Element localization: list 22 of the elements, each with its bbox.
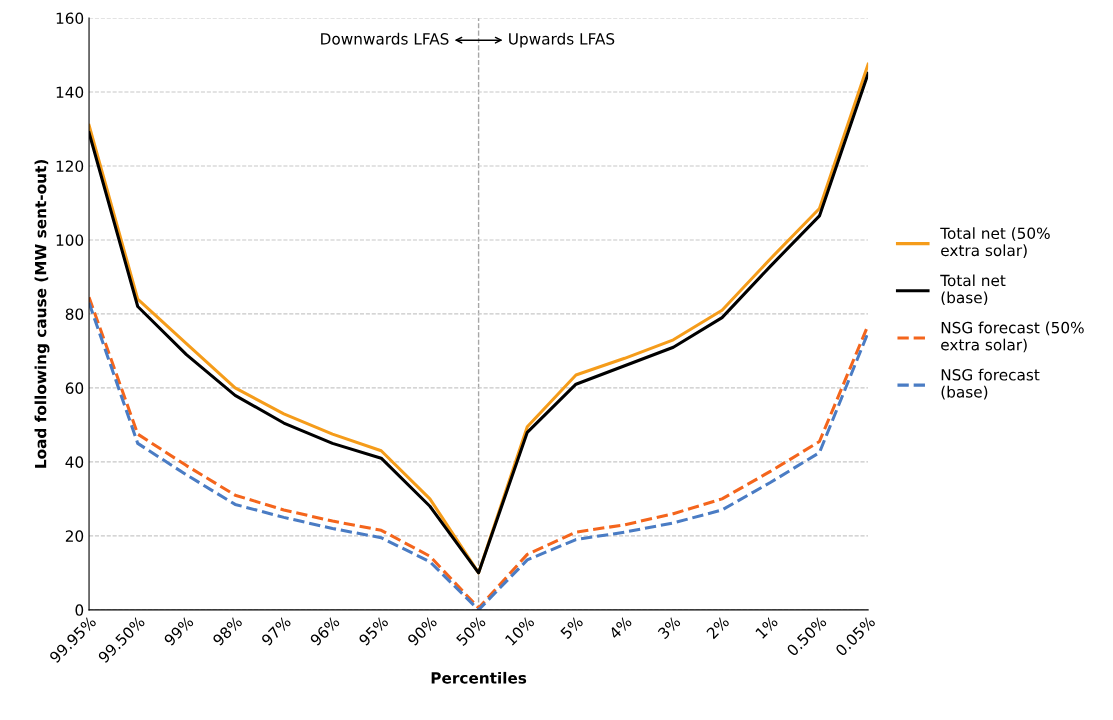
x-tick-label: 5% [559, 615, 584, 640]
x-tick-label: 1% [754, 615, 779, 640]
legend-label: NSG forecast (50% extra solar) [941, 321, 1084, 353]
y-tick-label: 140 [56, 86, 84, 98]
y-tick-label: 100 [56, 234, 84, 246]
x-tick-label: 3% [657, 615, 682, 640]
y-axis-title: Load following cause (MW sent-out) [34, 160, 50, 468]
y-tick-label: 80 [65, 308, 84, 320]
legend-label: NSG forecast (base) [941, 368, 1040, 400]
x-tick-label: 2% [705, 615, 730, 640]
y-tick-label: 20 [65, 530, 84, 542]
y-tick-label: 40 [65, 456, 84, 468]
y-tick-label: 120 [56, 160, 84, 172]
annotation: Upwards LFAS [509, 32, 615, 48]
legend-label: Total net (base) [940, 274, 1006, 306]
x-axis-title: Percentiles [431, 671, 527, 684]
y-tick-label: 60 [65, 382, 84, 394]
y-tick-label: 160 [56, 12, 84, 25]
annotation: Downwards LFAS [321, 32, 449, 45]
x-tick-label: 4% [608, 615, 633, 640]
y-tick-label: 0 [75, 604, 84, 616]
legend-label: Total net (50% extra solar) [940, 227, 1050, 258]
